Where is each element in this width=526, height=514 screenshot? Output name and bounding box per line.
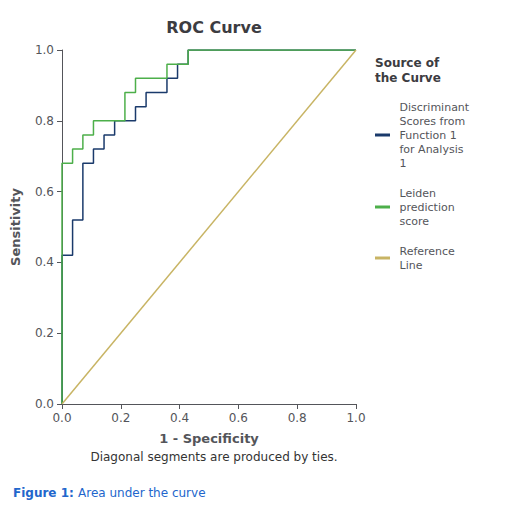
svg-text:Source of: Source of [375,56,440,70]
svg-text:Area under the curve: Area under the curve [78,486,206,500]
svg-text:0.0: 0.0 [35,397,54,411]
svg-text:Diagonal segments are produced: Diagonal segments are produced by ties. [90,450,337,464]
svg-text:Scores from: Scores from [400,115,466,128]
svg-text:0.0: 0.0 [52,411,71,425]
svg-text:0.2: 0.2 [35,326,54,340]
svg-text:0.4: 0.4 [35,255,54,269]
svg-text:ROC Curve: ROC Curve [166,18,262,37]
svg-text:0.8: 0.8 [288,411,307,425]
svg-text:0.8: 0.8 [35,114,54,128]
svg-text:Sensitivity: Sensitivity [8,188,23,266]
svg-text:0.4: 0.4 [170,411,189,425]
svg-text:the Curve: the Curve [375,71,441,85]
svg-text:Leiden: Leiden [400,187,437,200]
svg-text:1.0: 1.0 [346,411,365,425]
svg-text:Function 1: Function 1 [400,129,457,142]
svg-text:Figure 1:: Figure 1: [13,486,74,500]
svg-text:0.2: 0.2 [111,411,130,425]
svg-text:score: score [400,215,430,228]
svg-text:0.6: 0.6 [35,185,54,199]
svg-text:Line: Line [400,259,423,272]
svg-text:1: 1 [400,157,407,170]
svg-text:for Analysis: for Analysis [400,143,464,156]
svg-text:Reference: Reference [400,245,456,258]
svg-text:prediction: prediction [400,201,455,214]
svg-text:Discriminant: Discriminant [400,101,470,114]
svg-text:0.6: 0.6 [229,411,248,425]
svg-text:1 - Specificity: 1 - Specificity [159,431,259,446]
svg-text:1.0: 1.0 [35,43,54,57]
